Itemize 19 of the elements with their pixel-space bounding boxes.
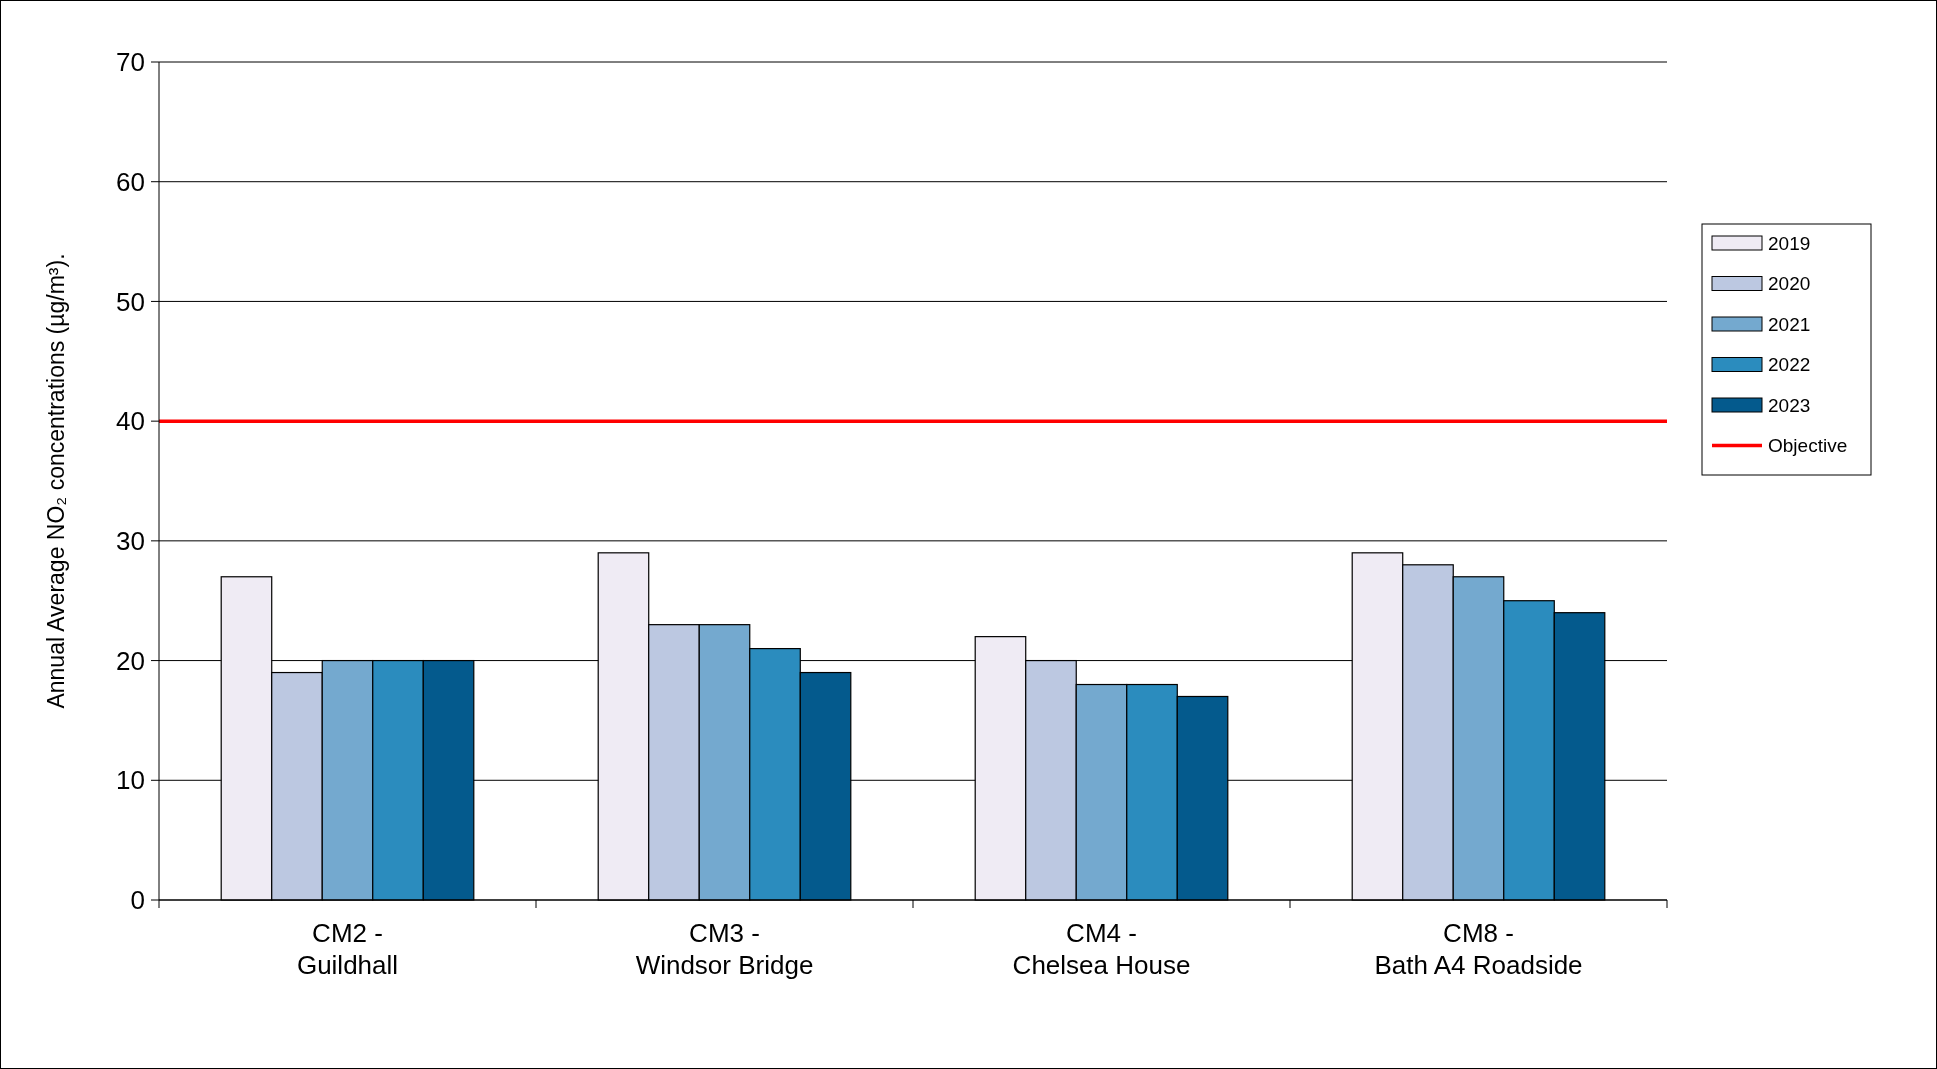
- legend-label: Objective: [1768, 435, 1848, 457]
- y-tick-label: 10: [116, 765, 145, 796]
- y-tick-label: 40: [116, 406, 145, 437]
- y-tick-label: 20: [116, 645, 145, 676]
- x-tick-label: CM8 - Bath A4 Roadside: [1374, 918, 1583, 980]
- x-tick-label: CM4 - Chelsea House: [1012, 918, 1191, 980]
- y-tick-label: 30: [116, 525, 145, 556]
- y-tick-label: 0: [130, 885, 145, 916]
- y-tick-label: 50: [116, 286, 145, 317]
- legend-label: 2020: [1768, 273, 1811, 295]
- legend-label: 2023: [1768, 394, 1811, 416]
- y-tick-label: 60: [116, 166, 145, 197]
- x-tick-label: CM2 - Guildhall: [296, 918, 399, 980]
- y-axis-title: Annual Average NO₂ concentrations (µg/m³).: [43, 253, 69, 709]
- x-tick-label: CM3 - Windsor Bridge: [635, 918, 814, 980]
- y-tick-label: 70: [116, 47, 145, 78]
- legend-label: 2022: [1768, 354, 1811, 376]
- legend-label: 2021: [1768, 313, 1811, 335]
- legend-label: 2019: [1768, 232, 1811, 254]
